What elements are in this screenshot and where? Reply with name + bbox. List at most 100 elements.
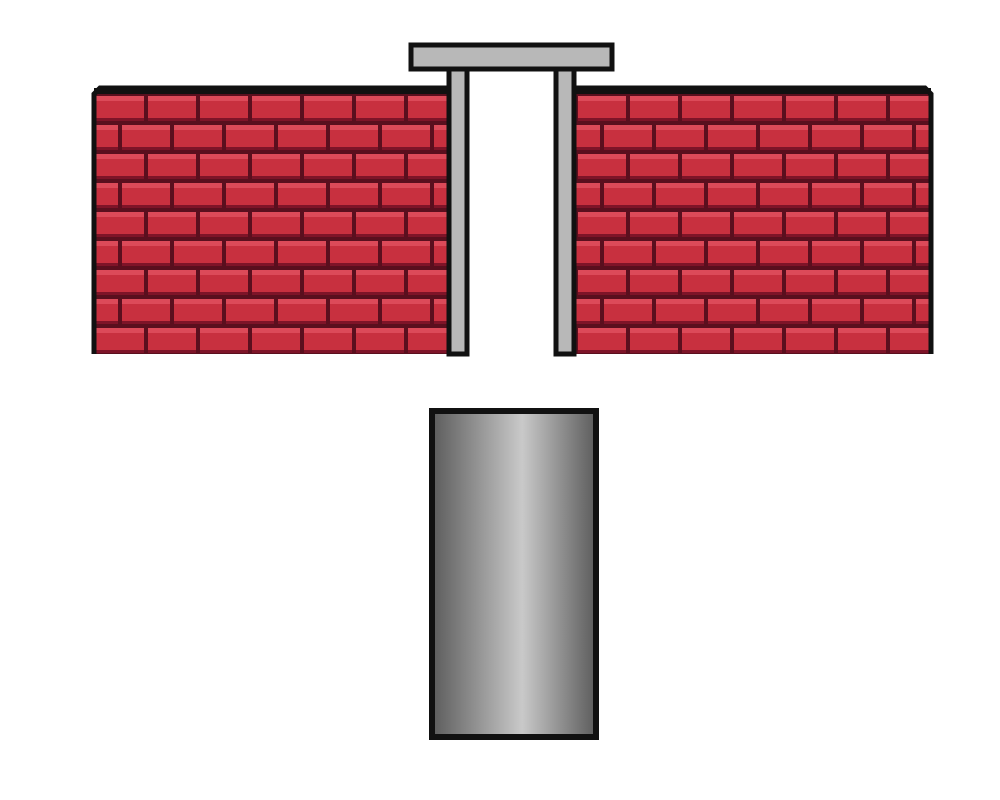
brick-highlight [278,299,326,304]
brick-highlight [148,270,196,275]
brick-shadow [656,147,704,150]
brick-shadow [578,292,626,295]
brick-shadow [812,147,860,150]
brick-highlight [890,212,931,217]
brick-highlight [578,328,626,333]
brick-highlight [96,212,144,217]
brick-highlight [252,154,300,159]
brick-highlight [760,183,808,188]
brick-highlight [226,125,274,130]
brick [434,183,449,208]
brick-highlight [96,328,144,333]
frame-post-left [446,66,470,357]
brick-shadow [278,321,326,324]
brick-shadow [890,118,931,121]
brick-highlight [656,183,704,188]
brick-shadow [174,147,222,150]
brick-highlight [604,125,652,130]
brick-highlight [734,154,782,159]
brick-shadow [252,350,300,353]
brick-shadow [96,176,144,179]
brick-shadow [786,292,834,295]
brick-highlight [122,299,170,304]
brick-shadow [252,234,300,237]
brick-shadow [786,234,834,237]
brick-shadow [356,350,404,353]
brick-shadow [630,234,678,237]
brick [434,241,449,266]
brick-wall-right [576,85,934,354]
brick-shadow [576,263,600,266]
brick-highlight [682,96,730,101]
brick-highlight [760,125,808,130]
brick-shadow [174,263,222,266]
brick-highlight [122,125,170,130]
brick-shadow [278,263,326,266]
brick-highlight [96,270,144,275]
wall-top-edge [576,88,931,94]
brick-shadow [252,176,300,179]
brick-shadow [708,321,756,324]
brick-highlight [408,270,449,275]
brick-shadow [356,234,404,237]
brick-shadow [916,205,931,208]
brick-shadow [148,292,196,295]
brick-highlight [434,125,449,130]
brick-highlight [578,96,626,101]
brick-highlight [630,96,678,101]
brick-shadow [96,118,144,121]
brick-highlight [656,241,704,246]
brick-highlight [200,96,248,101]
brick-highlight [576,183,600,188]
brick-shadow [916,321,931,324]
brick-highlight [434,299,449,304]
brick-highlight [278,125,326,130]
brick-highlight [382,183,430,188]
brick-highlight [330,183,378,188]
brick-highlight [890,96,931,101]
brick-highlight [226,299,274,304]
brick-highlight [864,241,912,246]
brick-shadow [434,263,449,266]
brick-shadow [96,234,144,237]
frame-lintel [408,42,615,72]
brick-shadow [890,234,931,237]
brick-highlight [734,270,782,275]
brick-shadow [330,321,378,324]
brick-shadow [734,118,782,121]
brick-highlight [252,270,300,275]
brick-shadow [356,292,404,295]
brick-highlight [356,328,404,333]
brick-shadow [200,118,248,121]
brick [434,125,449,150]
brick-shadow [252,292,300,295]
brick-highlight [304,328,352,333]
brick-shadow [864,263,912,266]
brick-shadow [148,234,196,237]
brick-highlight [96,96,144,101]
brick-shadow [576,321,600,324]
brick-highlight [174,241,222,246]
brick-highlight [330,241,378,246]
brick-highlight [708,125,756,130]
brick [916,241,931,266]
brick-shadow [708,147,756,150]
brick [916,125,931,150]
brick-highlight [682,270,730,275]
brick-highlight [786,270,834,275]
brick-shadow [604,263,652,266]
brick-highlight [408,96,449,101]
brick-shadow [94,205,118,208]
brick-shadow [304,118,352,121]
brick-highlight [576,299,600,304]
brick-shadow [122,205,170,208]
brick-highlight [122,241,170,246]
brick-shadow [200,350,248,353]
brick-highlight [356,154,404,159]
brick-shadow [382,321,430,324]
brick-shadow [864,147,912,150]
brick-shadow [708,263,756,266]
brick-highlight [252,212,300,217]
brick-highlight [864,125,912,130]
